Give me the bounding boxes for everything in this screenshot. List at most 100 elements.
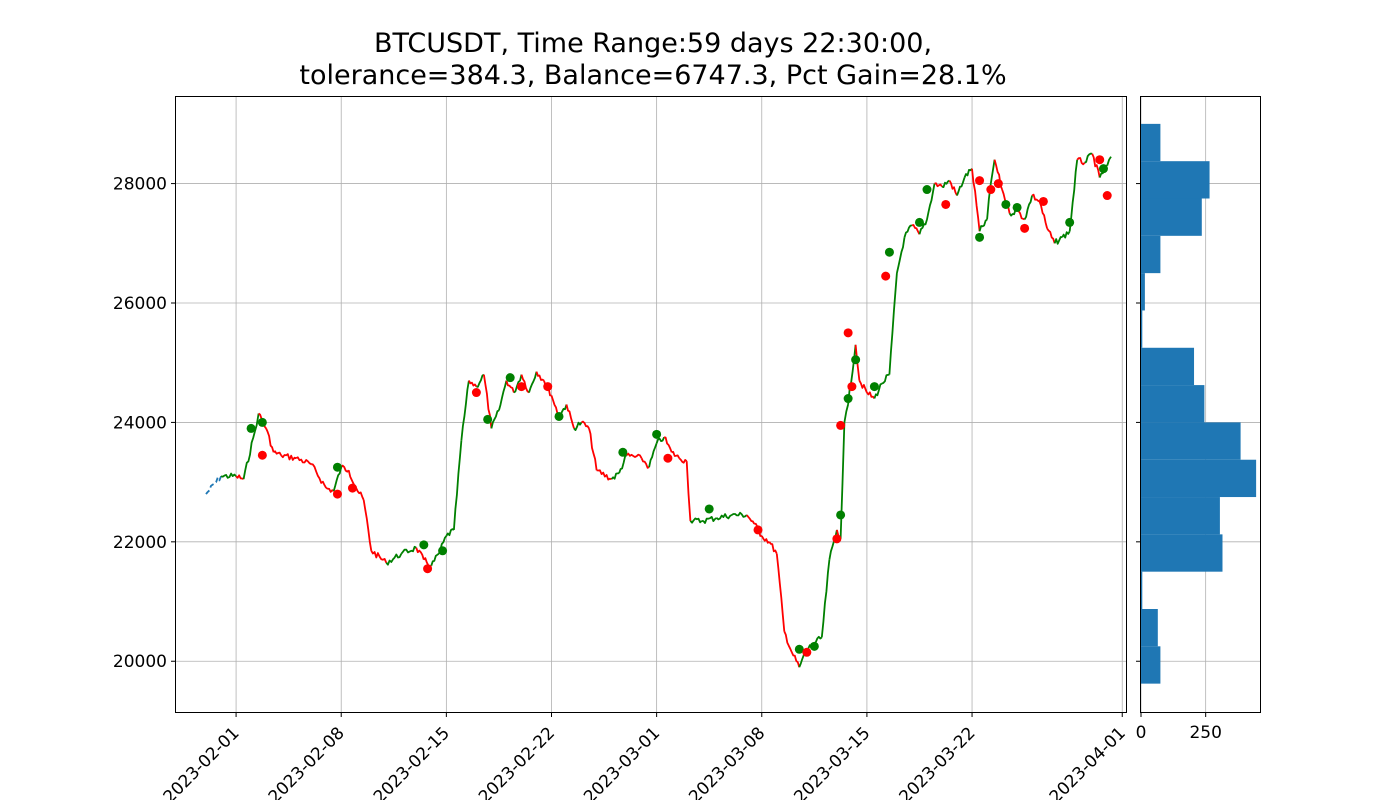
x-tick-label: 2023-03-08 [685, 723, 769, 800]
histogram-bar [1141, 497, 1220, 535]
price-down-segment [535, 371, 545, 382]
long-trade-marker [419, 540, 429, 550]
price-down-segment [671, 451, 680, 459]
long-trade-marker [505, 373, 515, 383]
short-trade-marker [941, 199, 951, 209]
price-down-segment [370, 550, 388, 564]
x-tick-label: 2023-02-15 [370, 723, 454, 800]
price-up-segment [528, 371, 538, 393]
price-down-segment [858, 380, 868, 393]
price-up-segment [1061, 230, 1071, 239]
long-trade-marker [554, 411, 564, 421]
histogram-bar [1141, 123, 1161, 162]
price-up-segment [460, 380, 470, 441]
price-up-segment [828, 529, 838, 560]
long-trade-marker [809, 641, 819, 651]
price-up-segment [918, 219, 928, 235]
long-trade-marker [884, 247, 894, 257]
histogram-x-tick-label: 0 [1136, 723, 1147, 743]
histogram-bar [1141, 347, 1195, 386]
short-trade-marker [663, 453, 673, 463]
long-trade-marker [1098, 164, 1108, 174]
short-trade-marker [516, 382, 526, 392]
chart-title-line-1: BTCUSDT, Time Range:59 days 22:30:00, [373, 28, 933, 59]
histogram-bar [1141, 422, 1241, 460]
price-up-segment [1053, 236, 1063, 245]
price-up-segment [978, 218, 988, 232]
price-down-segment [971, 168, 981, 232]
short-trade-marker [543, 382, 553, 392]
histogram-bar [1141, 310, 1143, 348]
price-down-segment [581, 420, 590, 429]
price-up-segment [242, 431, 256, 480]
price-down-segment [415, 547, 425, 560]
price-down-segment [1076, 157, 1086, 166]
price-down-segment [640, 457, 650, 469]
y-tick-label: 26000 [113, 294, 167, 314]
histogram-bar [1141, 385, 1205, 423]
price-down-segment [468, 380, 478, 388]
price-up-segment [926, 183, 936, 220]
price-up-segment [689, 517, 703, 524]
histogram-y-axis-ticks [1136, 183, 1141, 662]
chart-title: BTCUSDT, Time Range:59 days 22:30:00, to… [0, 28, 1306, 92]
price-up-segment [1084, 152, 1093, 164]
histogram-x-tick-label: 250 [1189, 723, 1221, 743]
price-up-segment [385, 553, 403, 566]
long-trade-marker [851, 355, 861, 365]
price-down-segment [790, 651, 801, 668]
histogram-bar [1141, 198, 1202, 236]
price-down-segment [625, 452, 643, 459]
price-down-segment [746, 514, 756, 525]
long-trade-marker [332, 462, 342, 472]
short-trade-marker [753, 525, 763, 535]
price-up-segment [610, 472, 620, 480]
price-down-segment [280, 453, 297, 461]
price-up-segment [843, 404, 849, 423]
long-trade-marker [914, 217, 924, 227]
price-down-segment [761, 535, 770, 544]
long-trade-marker [1065, 217, 1075, 227]
price-down-segment [678, 457, 688, 464]
long-trade-marker [869, 382, 879, 392]
long-trade-marker [246, 423, 256, 433]
short-trade-marker [836, 420, 846, 430]
long-trade-marker [794, 644, 804, 654]
price-up-segment [839, 422, 846, 539]
price-up-segment [430, 553, 440, 566]
price-down-segment [663, 436, 673, 453]
long-trade-marker [257, 417, 267, 427]
price-up-segment [989, 159, 996, 184]
main-plot-frame [175, 96, 1127, 713]
short-trade-marker [832, 534, 842, 544]
long-trade-marker [836, 510, 846, 520]
price-up-segment [820, 559, 831, 638]
price-up-segment [513, 374, 523, 394]
price-up-segment [963, 168, 973, 178]
price-down-segment [1046, 227, 1056, 244]
price-down-segment [295, 456, 312, 465]
price-up-segment [896, 237, 906, 274]
long-trade-marker [1012, 202, 1022, 212]
long-trade-marker [618, 447, 628, 457]
price-down-segment [948, 180, 958, 196]
histogram-bar [1141, 571, 1143, 610]
price-up-segment [498, 380, 508, 411]
histogram-x-axis-ticks: 0 250 [1136, 712, 1222, 743]
short-trade-marker [993, 179, 1003, 189]
long-trade-marker [704, 504, 714, 514]
long-trade-marker [975, 232, 985, 242]
price-down-segment [355, 487, 365, 501]
price-up-segment [941, 179, 950, 188]
price-up-segment [873, 382, 883, 399]
price-up-segment [648, 442, 658, 468]
price-down-segment [565, 404, 575, 429]
price-down-segment [273, 450, 282, 456]
price-down-segment [596, 469, 612, 481]
price-down-segment [340, 464, 350, 473]
short-trade-marker [975, 176, 985, 186]
price-up-segment [881, 373, 890, 385]
price-up-segment [701, 516, 718, 524]
price-up-segment [903, 224, 913, 238]
